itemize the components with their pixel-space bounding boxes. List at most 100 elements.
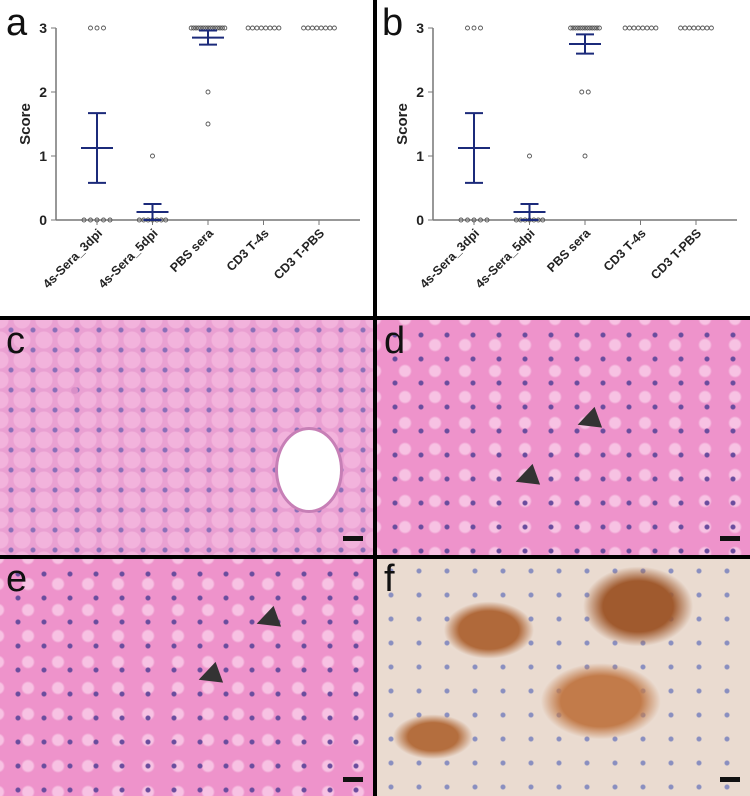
data-point (627, 25, 632, 31)
data-point (594, 25, 600, 31)
data-point (686, 25, 692, 31)
y-tick-label: 1 (39, 148, 47, 164)
divider (373, 0, 377, 796)
data-point (570, 25, 576, 31)
data-point (478, 217, 483, 223)
y-tick-label: 0 (416, 212, 424, 228)
y-tick-label: 2 (39, 84, 47, 100)
data-point (678, 25, 684, 31)
histology-image-e (0, 559, 373, 796)
panel-label-b: b (382, 2, 404, 44)
data-point (587, 25, 593, 31)
data-point (708, 25, 714, 31)
data-point (263, 25, 269, 31)
panel-label-f: f (384, 558, 395, 600)
data-point (94, 25, 100, 31)
scale-bar (343, 777, 363, 782)
data-point (272, 25, 277, 31)
panel-label-a: a (6, 2, 28, 44)
data-point (584, 25, 590, 31)
data-point (631, 25, 637, 31)
y-tick-label: 2 (416, 84, 424, 100)
data-point (150, 153, 155, 159)
data-point (323, 25, 329, 31)
scale-bar (720, 536, 740, 541)
data-point (331, 25, 337, 31)
data-point (88, 217, 93, 223)
data-point (465, 25, 470, 31)
data-point (596, 25, 602, 31)
data-point (245, 25, 251, 31)
data-point (527, 153, 532, 159)
divider (0, 555, 750, 559)
data-point (653, 25, 659, 31)
x-tick-label: CD3 T-PBS (648, 226, 704, 282)
data-point (254, 25, 260, 31)
data-point (644, 25, 650, 31)
data-point (258, 25, 264, 31)
data-point (478, 25, 483, 31)
data-point (572, 25, 578, 31)
data-point (471, 25, 477, 31)
data-point (195, 25, 201, 31)
data-point (309, 25, 315, 31)
panel-label-e: e (6, 558, 28, 600)
y-tick-label: 1 (416, 148, 424, 164)
x-tick-label: 4s-Sera_5dpi (473, 226, 538, 291)
x-tick-label: CD3 T-4s (224, 226, 272, 274)
data-point (700, 25, 706, 31)
y-axis-label: Score (17, 103, 34, 145)
scale-bar (720, 777, 740, 782)
data-point (540, 217, 546, 223)
ihc-image-f (377, 559, 750, 796)
data-point (101, 25, 106, 31)
data-point (471, 217, 477, 223)
data-point (215, 25, 221, 31)
data-point (579, 89, 585, 95)
data-point (305, 25, 311, 31)
y-tick-label: 0 (39, 212, 47, 228)
y-axis-label: Score (394, 103, 411, 145)
blood-vessel (278, 430, 340, 510)
data-point (592, 25, 598, 31)
data-point (81, 217, 87, 223)
data-point (217, 25, 223, 31)
arrowhead-icon (573, 406, 603, 436)
data-point (577, 25, 583, 31)
histology-image-c (0, 320, 373, 555)
x-tick-label: PBS sera (544, 225, 593, 274)
y-tick-label: 3 (416, 20, 424, 36)
arrowhead-icon (252, 605, 282, 635)
x-tick-label: PBS sera (167, 225, 216, 274)
data-point (585, 89, 591, 95)
data-point (327, 25, 333, 31)
data-point (640, 25, 646, 31)
arrowhead-icon (194, 661, 224, 691)
scale-bar (343, 536, 363, 541)
data-point (682, 25, 688, 31)
y-tick-label: 3 (39, 20, 47, 36)
data-point (589, 25, 595, 31)
data-point (691, 25, 697, 31)
data-point (314, 25, 320, 31)
data-point (622, 25, 628, 31)
data-point (484, 217, 490, 223)
data-point (267, 25, 273, 31)
data-point (94, 217, 100, 223)
data-point (193, 25, 199, 31)
x-tick-label: 4s-Sera_5dpi (96, 226, 161, 291)
data-point (582, 25, 588, 31)
data-point (301, 25, 307, 31)
data-point (458, 217, 464, 223)
data-point (318, 25, 324, 31)
data-point (163, 217, 169, 223)
data-point (250, 25, 255, 31)
data-point (101, 217, 106, 223)
data-point (695, 25, 701, 31)
divider (0, 316, 750, 320)
data-point (704, 25, 710, 31)
histology-image-d (377, 320, 750, 555)
data-point (219, 25, 225, 31)
